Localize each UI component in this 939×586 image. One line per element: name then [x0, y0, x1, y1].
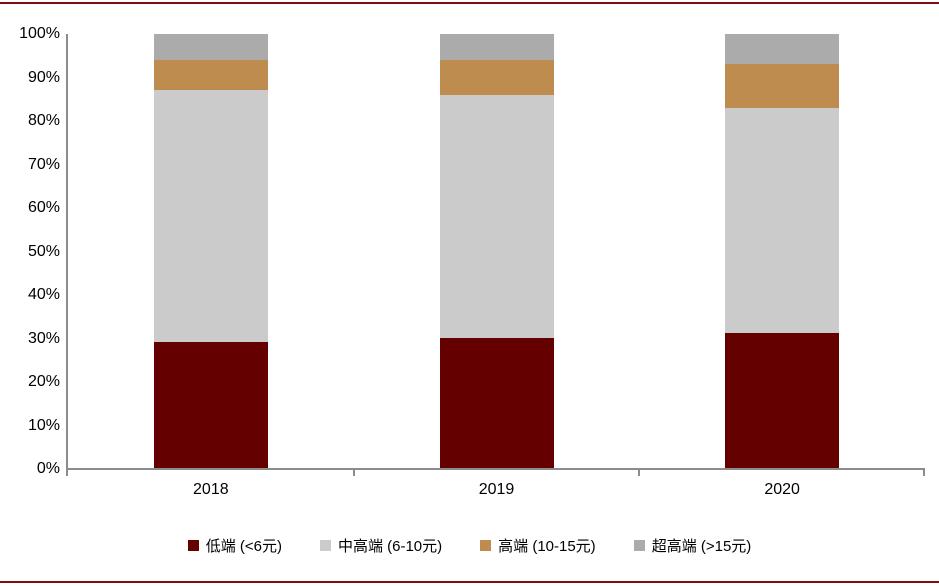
top-border-rule — [0, 2, 939, 4]
bar-segment-series-2 — [725, 64, 840, 108]
y-axis-tick-label: 60% — [27, 199, 60, 216]
legend-label: 低端 (<6元) — [205, 538, 282, 555]
bar-segment-series-1 — [725, 107, 840, 334]
bar-segment-series-1 — [439, 94, 554, 338]
bar-segment-series-3 — [439, 34, 554, 61]
legend-swatch-icon — [319, 540, 331, 551]
y-axis-tick-label: 100% — [19, 25, 60, 42]
y-axis-tick-label: 10% — [27, 416, 60, 434]
x-axis-tick — [923, 470, 925, 476]
bar-segment-series-0 — [439, 337, 554, 468]
bar-2019 — [439, 34, 554, 468]
bar-segment-series-0 — [153, 342, 268, 468]
chart-legend: 低端 (<6元) 中高端 (6-10元) 高端 (10-15元) 超高端 (>15元) — [0, 535, 939, 556]
y-axis-tick-label: 20% — [27, 373, 60, 390]
y-axis-tick-label: 0% — [36, 460, 60, 477]
legend-swatch-icon — [480, 540, 492, 551]
x-axis-tick — [638, 470, 641, 476]
y-axis-tick-label: 40% — [27, 286, 60, 303]
bar-2018 — [153, 34, 268, 468]
legend-item: 高端 (10-15元) — [480, 535, 596, 556]
legend-item: 中高端 (6-10元) — [319, 535, 443, 556]
bar-segment-series-3 — [725, 34, 840, 65]
y-axis-tick-label: 70% — [27, 155, 60, 173]
legend-label: 超高端 (>15元) — [651, 538, 752, 555]
x-axis-tick-label: 2019 — [478, 481, 515, 498]
legend-swatch-icon — [187, 540, 199, 551]
x-axis-tick — [352, 470, 355, 476]
bar-segment-series-3 — [153, 34, 268, 61]
y-axis-tick-label: 50% — [27, 242, 60, 260]
bar-segment-series-0 — [725, 333, 840, 468]
legend-item: 超高端 (>15元) — [633, 535, 752, 556]
y-axis-tick-label: 80% — [27, 112, 60, 129]
x-axis-tick-label: 2018 — [193, 481, 229, 498]
y-axis-tick-label: 90% — [27, 68, 60, 86]
legend-label: 高端 (10-15元) — [498, 538, 596, 555]
y-axis-tick-label: 30% — [27, 329, 60, 347]
bottom-border-rule — [0, 581, 939, 583]
bar-segment-series-2 — [153, 60, 268, 91]
legend-item: 低端 (<6元) — [187, 535, 282, 556]
legend-swatch-icon — [633, 540, 645, 551]
x-axis-tick-label: 2020 — [764, 481, 800, 498]
y-axis-line — [66, 34, 68, 476]
bar-2020 — [725, 34, 840, 468]
bar-segment-series-2 — [439, 60, 554, 95]
x-axis-line — [66, 468, 925, 470]
legend-label: 中高端 (6-10元) — [337, 538, 443, 555]
bar-segment-series-1 — [153, 90, 268, 343]
plot-area — [66, 34, 925, 476]
